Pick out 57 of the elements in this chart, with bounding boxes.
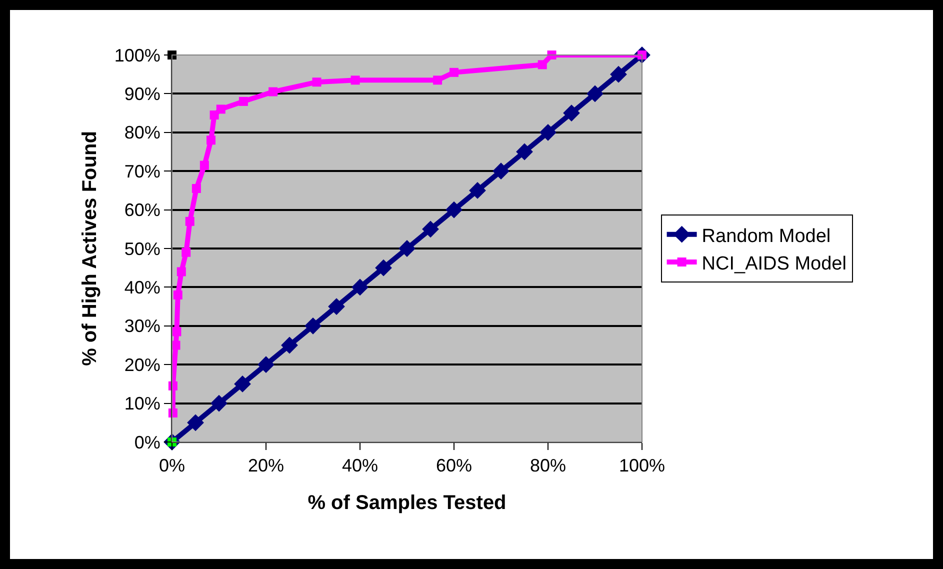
y-tick-label: 80% xyxy=(124,122,160,143)
point xyxy=(398,240,416,257)
y-tick-label: 40% xyxy=(124,278,160,298)
point xyxy=(469,182,486,199)
point xyxy=(433,76,442,85)
point xyxy=(492,162,510,180)
point xyxy=(375,259,392,276)
y-tick-label: 60% xyxy=(124,200,160,220)
x-tick-label: 80% xyxy=(530,456,566,476)
point xyxy=(610,66,627,83)
x-tick-label: 60% xyxy=(436,456,472,476)
point xyxy=(173,290,182,300)
point xyxy=(210,394,228,412)
point xyxy=(352,278,368,296)
y-tick-label: 70% xyxy=(124,161,160,182)
legend-label: Random Model xyxy=(702,226,831,247)
x-tick-label: 40% xyxy=(342,456,378,476)
point xyxy=(328,298,345,315)
y-tick-label: 30% xyxy=(124,316,160,336)
point xyxy=(422,220,439,238)
x-tick-label: 20% xyxy=(248,456,284,476)
point xyxy=(234,376,251,392)
point xyxy=(312,78,322,87)
y-tick-label: 100% xyxy=(114,45,160,66)
point xyxy=(210,110,219,120)
y-tick-label: 10% xyxy=(124,394,160,414)
point xyxy=(238,96,248,106)
x-axis-title: % of Samples Tested xyxy=(308,492,506,514)
point xyxy=(172,327,182,336)
y-tick-label: 90% xyxy=(124,84,160,104)
point xyxy=(516,143,533,160)
point xyxy=(450,68,458,77)
y-tick-label: 50% xyxy=(124,238,160,259)
legend-label: NCI_AIDS Model xyxy=(702,253,846,274)
point xyxy=(586,85,604,102)
point xyxy=(185,216,194,226)
point xyxy=(350,76,360,85)
point xyxy=(540,124,556,141)
point xyxy=(216,104,226,114)
point xyxy=(538,60,547,70)
point xyxy=(187,414,204,432)
point xyxy=(281,336,298,354)
y-axis-title: % of High Actives Found xyxy=(78,131,101,366)
point xyxy=(258,356,274,374)
point xyxy=(200,160,209,170)
y-tick-label: 0% xyxy=(134,432,160,452)
point xyxy=(268,87,278,96)
point xyxy=(192,184,201,194)
x-tick-label: 0% xyxy=(158,456,186,476)
y-tick-label: 20% xyxy=(124,354,160,375)
point xyxy=(304,317,322,334)
point xyxy=(176,267,186,276)
point xyxy=(206,136,216,145)
point xyxy=(563,104,580,122)
x-tick-label: 100% xyxy=(618,456,666,476)
point xyxy=(182,248,191,257)
point xyxy=(446,201,462,218)
